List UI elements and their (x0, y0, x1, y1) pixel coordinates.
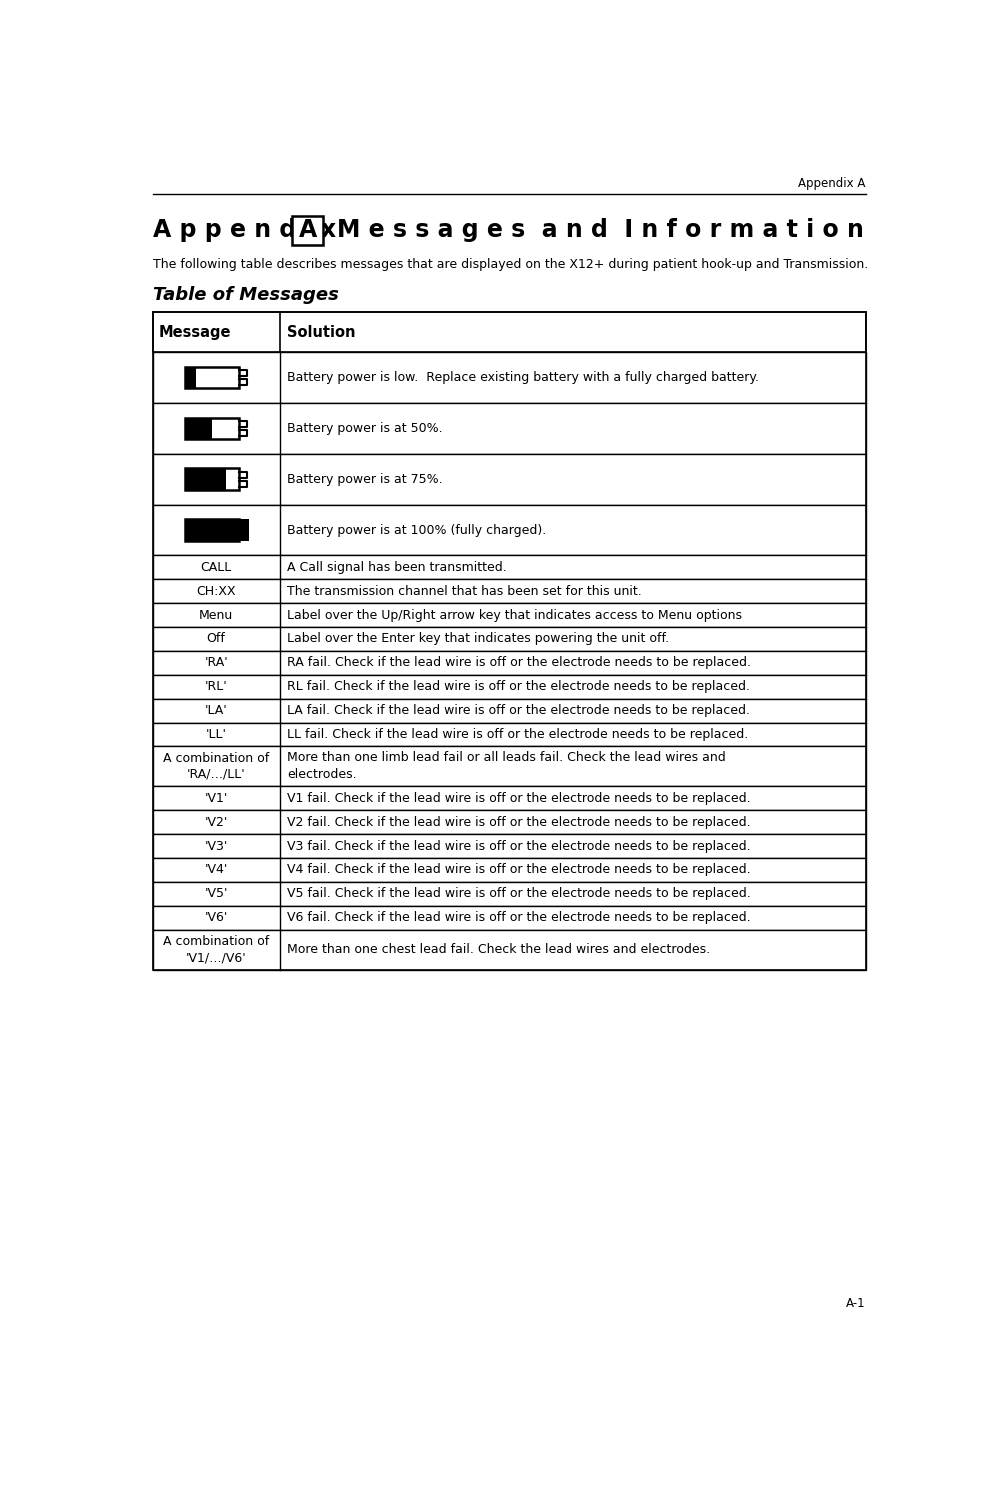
Bar (153, 453, 866, 504)
Bar (153, 352, 866, 403)
Text: Menu: Menu (199, 608, 234, 622)
Bar (185, 417, 240, 440)
Text: A p p e n d i x: A p p e n d i x (153, 218, 336, 242)
Text: RL fail. Check if the lead wire is off or the electrode needs to be replaced.: RL fail. Check if the lead wire is off o… (287, 680, 750, 693)
Text: RA fail. Check if the lead wire is off or the electrode needs to be replaced.: RA fail. Check if the lead wire is off o… (287, 656, 751, 669)
Text: 'V1': 'V1' (204, 792, 228, 805)
Text: 'V2': 'V2' (204, 816, 228, 829)
Bar (185, 519, 240, 541)
Text: More than one limb lead fail or all leads fail. Check the lead wires and
electro: More than one limb lead fail or all lead… (287, 751, 726, 781)
Text: CH:XX: CH:XX (196, 584, 236, 598)
Text: Battery power is at 50%.: Battery power is at 50%. (287, 422, 443, 435)
Bar (153, 747, 866, 786)
Text: Appendix A: Appendix A (799, 177, 866, 189)
Bar (153, 699, 866, 723)
Text: 'LL': 'LL' (206, 728, 227, 741)
Text: 'V4': 'V4' (204, 863, 228, 877)
Text: 'V3': 'V3' (204, 839, 228, 853)
Text: LA fail. Check if the lead wire is off or the electrode needs to be replaced.: LA fail. Check if the lead wire is off o… (287, 704, 750, 717)
Bar (185, 367, 240, 388)
Text: V3 fail. Check if the lead wire is off or the electrode needs to be replaced.: V3 fail. Check if the lead wire is off o… (287, 839, 751, 853)
Text: LL fail. Check if the lead wire is off or the electrode needs to be replaced.: LL fail. Check if the lead wire is off o… (287, 728, 748, 741)
Text: V4 fail. Check if the lead wire is off or the electrode needs to be replaced.: V4 fail. Check if the lead wire is off o… (287, 863, 751, 877)
Bar (153, 312, 866, 352)
Text: Message: Message (159, 325, 232, 340)
Text: 'LA': 'LA' (205, 704, 228, 717)
Bar (153, 403, 866, 453)
Text: Label over the Enter key that indicates powering the unit off.: Label over the Enter key that indicates … (287, 632, 669, 646)
Text: 'RA': 'RA' (204, 656, 228, 669)
Text: Table of Messages: Table of Messages (153, 286, 338, 304)
Bar (153, 556, 866, 580)
Bar (153, 786, 866, 810)
Text: More than one chest lead fail. Check the lead wires and electrodes.: More than one chest lead fail. Check the… (287, 944, 711, 956)
Text: Battery power is low.  Replace existing battery with a fully charged battery.: Battery power is low. Replace existing b… (287, 371, 759, 385)
Text: Battery power is at 100% (fully charged).: Battery power is at 100% (fully charged)… (287, 523, 546, 537)
Bar (185, 468, 240, 491)
Text: Solution: Solution (287, 325, 356, 340)
Text: 'V5': 'V5' (204, 887, 228, 901)
Text: The transmission channel that has been set for this unit.: The transmission channel that has been s… (287, 584, 642, 598)
Text: Battery power is at 75%.: Battery power is at 75%. (287, 473, 443, 486)
Bar (185, 367, 196, 388)
Bar (153, 312, 866, 969)
Bar (153, 723, 866, 747)
Text: V1 fail. Check if the lead wire is off or the electrode needs to be replaced.: V1 fail. Check if the lead wire is off o… (287, 792, 751, 805)
Bar (153, 652, 866, 675)
Text: 'RL': 'RL' (205, 680, 228, 693)
Text: A: A (299, 218, 317, 242)
Bar (185, 417, 212, 440)
Bar (153, 907, 866, 930)
Text: A combination of
'RA/…/LL': A combination of 'RA/…/LL' (163, 751, 269, 781)
Bar (153, 628, 866, 652)
Text: V5 fail. Check if the lead wire is off or the electrode needs to be replaced.: V5 fail. Check if the lead wire is off o… (287, 887, 751, 901)
Bar (153, 810, 866, 833)
Text: Label over the Up/Right arrow key that indicates access to Menu options: Label over the Up/Right arrow key that i… (287, 608, 742, 622)
Bar (153, 883, 866, 907)
Bar (153, 833, 866, 857)
Text: 'V6': 'V6' (204, 911, 228, 924)
Text: A Call signal has been transmitted.: A Call signal has been transmitted. (287, 561, 507, 574)
Bar (153, 504, 866, 556)
Bar (153, 857, 866, 883)
Bar (153, 604, 866, 628)
Bar (153, 580, 866, 604)
Text: CALL: CALL (200, 561, 232, 574)
Text: A-1: A-1 (846, 1297, 866, 1311)
Text: M e s s a g e s  a n d  I n f o r m a t i o n: M e s s a g e s a n d I n f o r m a t i … (337, 218, 864, 242)
Text: V6 fail. Check if the lead wire is off or the electrode needs to be replaced.: V6 fail. Check if the lead wire is off o… (287, 911, 751, 924)
Text: Off: Off (207, 632, 226, 646)
Bar (292, 216, 323, 245)
Bar (185, 468, 226, 491)
Bar (185, 519, 248, 541)
Bar (153, 675, 866, 699)
Bar (153, 930, 866, 969)
Text: A combination of
'V1/…/V6': A combination of 'V1/…/V6' (163, 935, 269, 965)
Text: V2 fail. Check if the lead wire is off or the electrode needs to be replaced.: V2 fail. Check if the lead wire is off o… (287, 816, 751, 829)
Text: The following table describes messages that are displayed on the X12+ during pat: The following table describes messages t… (153, 258, 868, 271)
